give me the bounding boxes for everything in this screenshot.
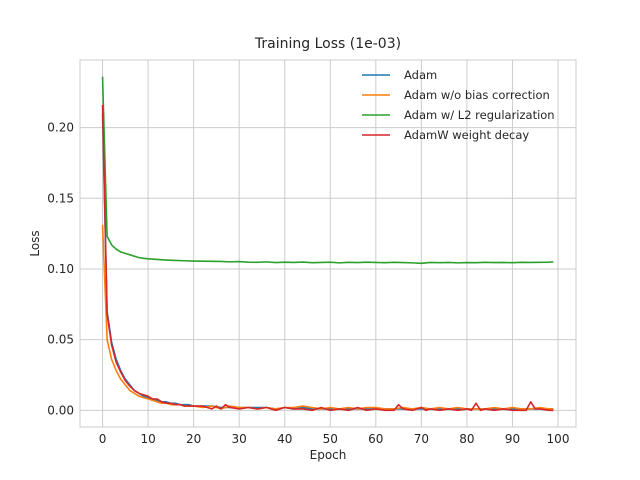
y-tick-labels: 0.00 0.05 0.10 0.15 0.20 [47, 121, 74, 418]
x-tick-label: 80 [459, 432, 474, 446]
x-tick-label: 100 [547, 432, 570, 446]
x-tick-label: 10 [140, 432, 155, 446]
legend-label-adamw-weight-decay: AdamW weight decay [404, 128, 529, 142]
x-tick-labels: 0 10 20 30 40 50 60 70 80 90 100 [99, 432, 570, 446]
legend-item-adamw-weight-decay: AdamW weight decay [362, 128, 529, 142]
series-line-adamw-weight-decay [101, 104, 554, 412]
x-tick-label: 40 [277, 432, 292, 446]
y-tick-label: 0.20 [47, 121, 74, 135]
y-axis-label: Loss [28, 230, 42, 256]
legend-label-adam: Adam [404, 68, 437, 82]
x-tick-label: 20 [186, 432, 201, 446]
y-tick-label: 0.10 [47, 262, 74, 276]
x-tick-label: 60 [368, 432, 383, 446]
legend-label-adam-no-bias-correction: Adam w/o bias correction [404, 88, 550, 102]
x-axis-label: Epoch [310, 448, 347, 462]
legend-item-adam-l2-regularization: Adam w/ L2 regularization [362, 108, 555, 122]
x-tick-label: 90 [505, 432, 520, 446]
legend: Adam Adam w/o bias correction Adam w/ L2… [362, 68, 555, 142]
series-lines [101, 76, 554, 412]
legend-item-adam-no-bias-correction: Adam w/o bias correction [362, 88, 550, 102]
x-tick-label: 30 [232, 432, 247, 446]
x-tick-label: 70 [414, 432, 429, 446]
x-tick-label: 0 [99, 432, 107, 446]
series-line-adam-w-l2-regularization [101, 76, 554, 265]
legend-label-adam-l2-regularization: Adam w/ L2 regularization [404, 108, 555, 122]
x-tick-label: 50 [323, 432, 338, 446]
y-tick-label: 0.05 [47, 333, 74, 347]
plot-frame [79, 59, 577, 428]
grid-lines [80, 60, 576, 427]
chart-title: Training Loss (1e-03) [254, 36, 401, 52]
y-tick-label: 0.15 [47, 191, 74, 205]
legend-item-adam: Adam [362, 68, 437, 82]
y-tick-label: 0.00 [47, 403, 74, 417]
